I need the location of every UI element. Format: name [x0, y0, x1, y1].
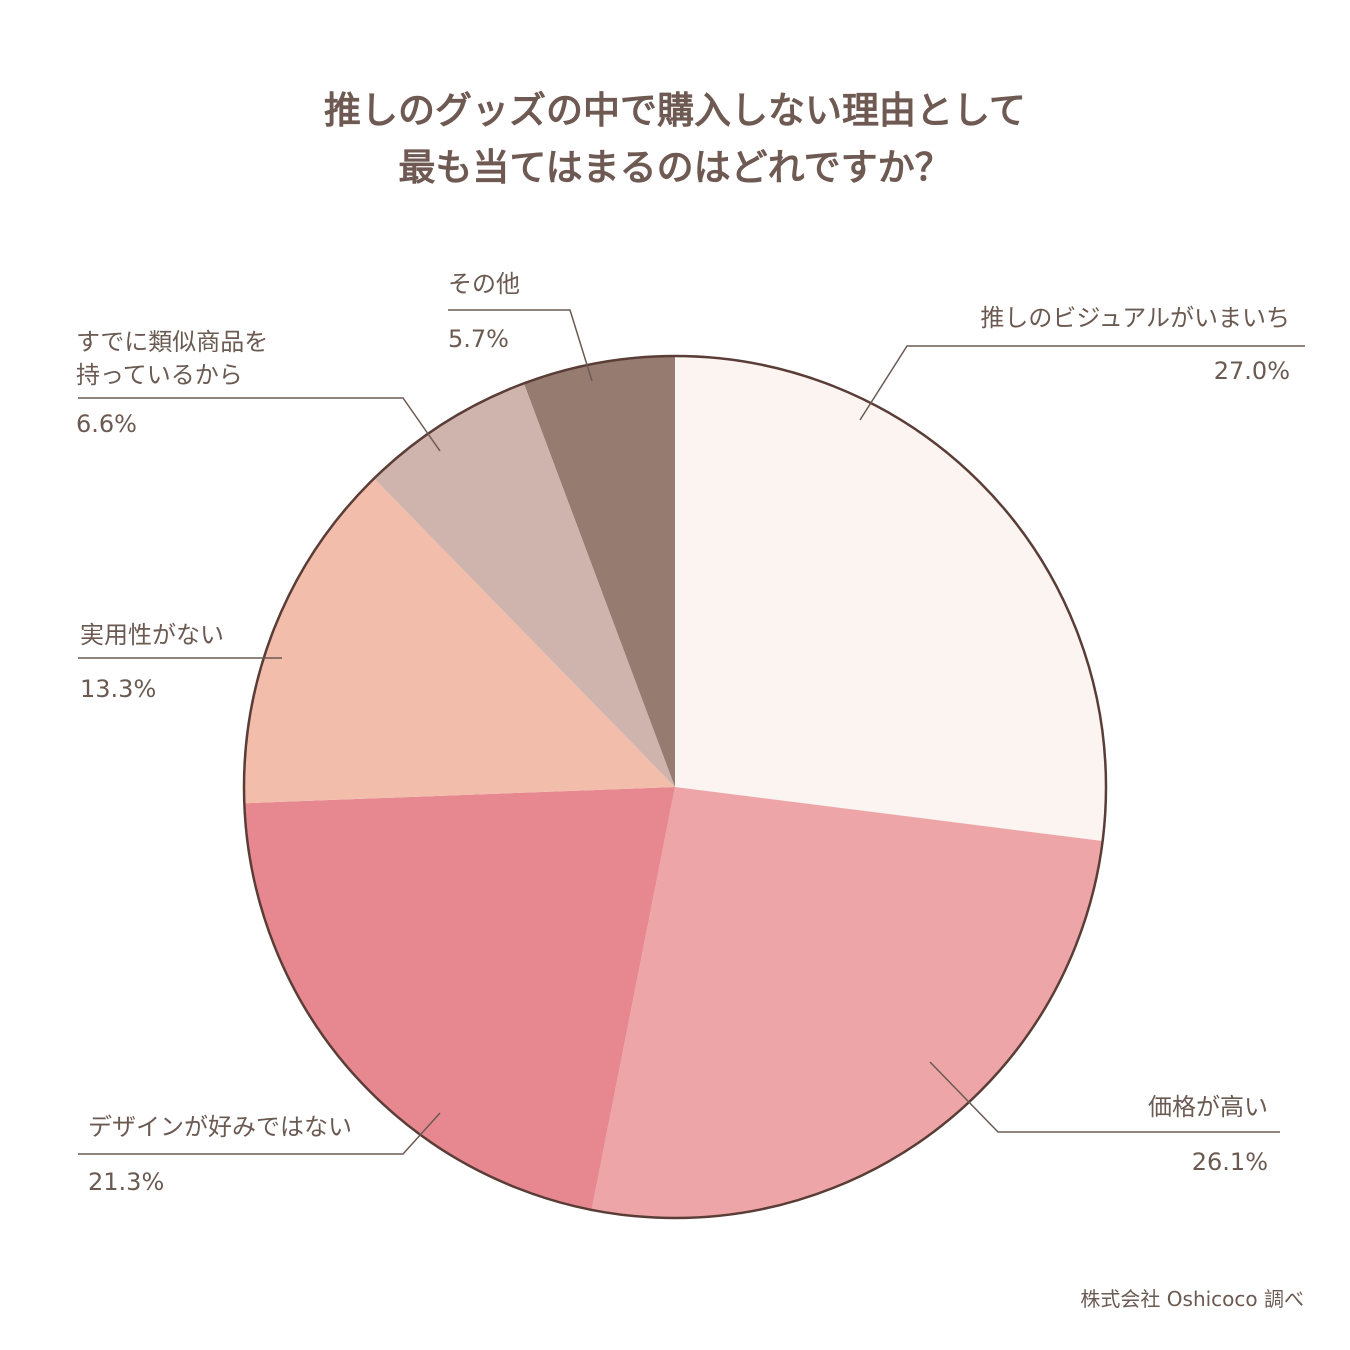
slice-label-6: その他 [448, 270, 520, 298]
pie-slice-4 [244, 478, 675, 804]
slice-value-3: 21.3% [88, 1168, 164, 1196]
leader-line-5 [78, 397, 441, 452]
pie-outline [242, 354, 1108, 1220]
chart-title: 推しのグッズの中で購入しない理由として 最も当てはまるのはどれですか？ [0, 82, 1350, 196]
leader-line-3 [78, 1112, 441, 1155]
chart-title-line-2: 最も当てはまるのはどれですか？ [398, 146, 952, 189]
pie-slice-3 [244, 787, 675, 1210]
pie-slice-5 [374, 383, 675, 787]
chart-title-line-1: 推しのグッズの中で購入しない理由として [324, 89, 1026, 132]
pie-slice-6 [523, 356, 675, 787]
slice-label-4: 実用性がない [80, 621, 224, 649]
pie-labels: 推しのビジュアルがいまいち 27.0% 価格が高い 26.1% デザインが好みではない 2… [76, 270, 1305, 1196]
pie-slice-1 [675, 356, 1106, 842]
pie-slices [244, 356, 1106, 1218]
leader-line-1 [859, 345, 1305, 421]
slice-value-5: 6.6% [76, 410, 137, 438]
leader-line-2 [929, 1061, 1280, 1133]
slice-value-1: 27.0% [1214, 357, 1290, 385]
slice-label-5-line-1: すでに類似商品を [76, 328, 268, 356]
slice-label-3: デザインが好みではない [88, 1113, 352, 1141]
slice-label-1: 推しのビジュアルがいまいち [980, 304, 1290, 332]
pie-slice-2 [591, 787, 1103, 1218]
slice-value-4: 13.3% [80, 675, 156, 703]
slice-label-5-line-2: 持っているから [76, 361, 243, 389]
slice-label-2: 価格が高い [1148, 1093, 1268, 1121]
slice-value-6: 5.7% [448, 325, 509, 353]
source-note: 株式会社 Oshicoco 調べ [1080, 1287, 1304, 1311]
leader-line-6 [448, 309, 593, 382]
slice-value-2: 26.1% [1192, 1148, 1268, 1176]
